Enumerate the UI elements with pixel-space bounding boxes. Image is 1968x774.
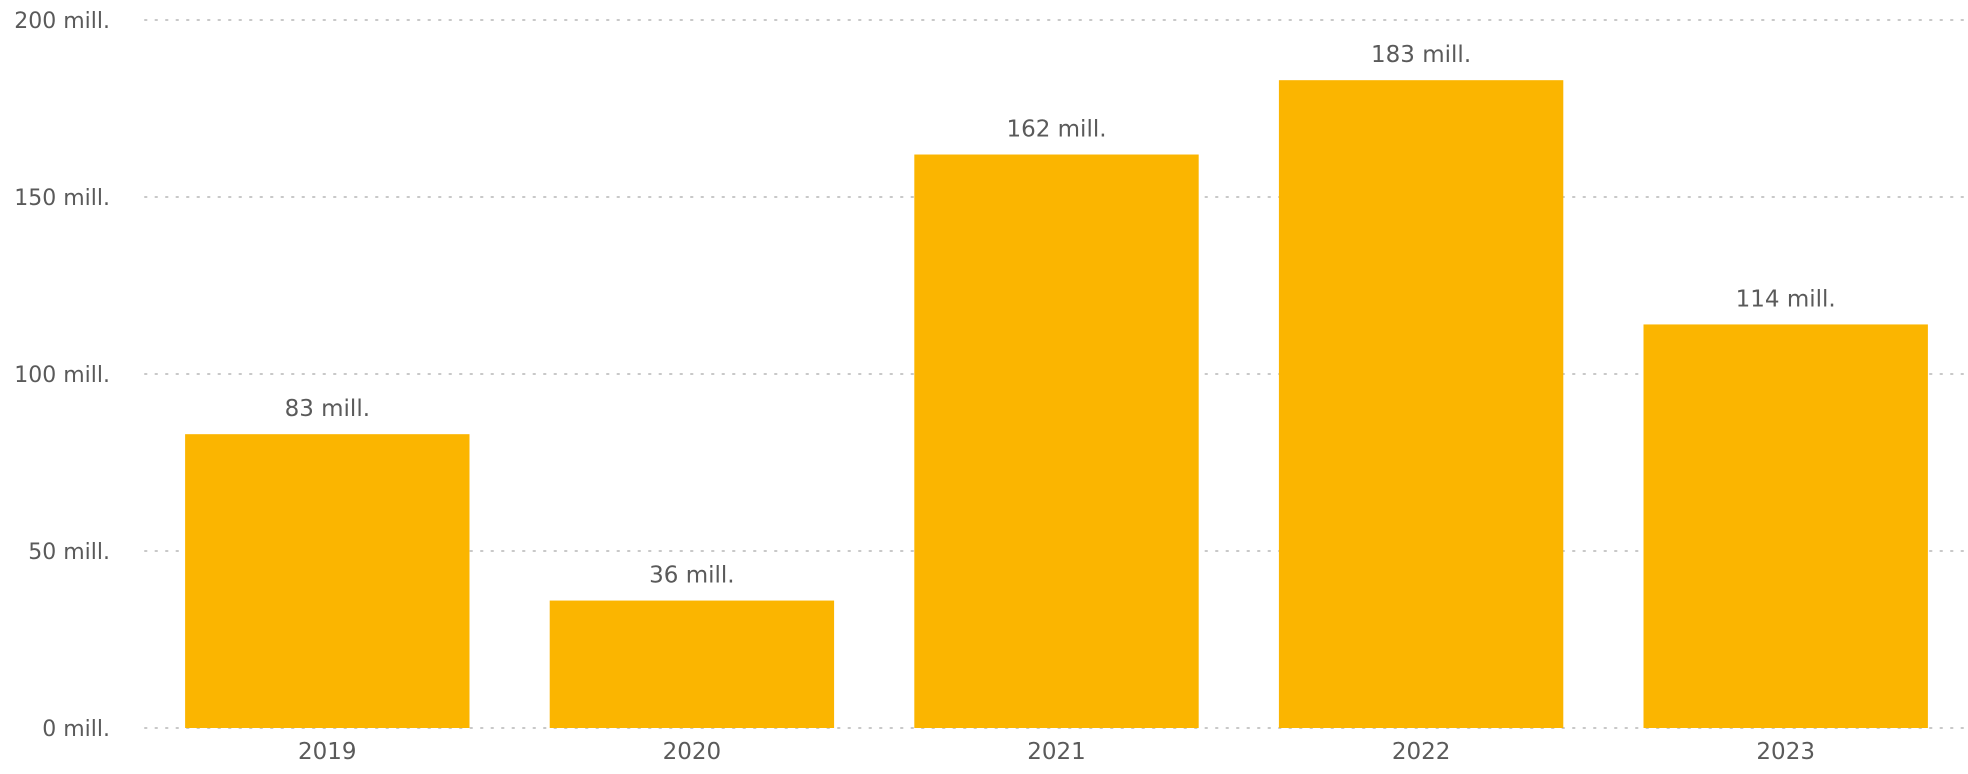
data-label: 36 mill.: [649, 563, 734, 589]
x-tick-label: 2021: [1027, 739, 1086, 765]
bar-2019: [185, 434, 470, 728]
data-label: 83 mill.: [285, 396, 370, 422]
bars: [185, 80, 1928, 729]
y-tick-label: 100 mill.: [14, 363, 110, 388]
y-tick-label: 50 mill.: [28, 540, 110, 565]
data-label: 183 mill.: [1371, 42, 1471, 68]
bar-2023: [1643, 324, 1928, 728]
x-tick-label: 2020: [663, 739, 722, 765]
y-tick-label: 200 mill.: [14, 9, 110, 34]
data-labels: 83 mill. 36 mill. 162 mill. 183 mill. 114 mi…: [285, 42, 1836, 588]
x-tick-label: 2019: [298, 739, 357, 765]
x-axis-tick-labels: 2019 2020 2021 2022 2023: [298, 739, 1815, 765]
data-label: 162 mill.: [1006, 117, 1106, 143]
data-label: 114 mill.: [1736, 286, 1836, 312]
bar-2020: [549, 600, 835, 728]
bar-2021: [914, 154, 1199, 728]
y-tick-label: 0 mill.: [42, 717, 110, 742]
x-tick-label: 2023: [1756, 739, 1815, 765]
y-tick-label: 150 mill.: [14, 186, 110, 211]
x-tick-label: 2022: [1392, 739, 1451, 765]
bar-2022: [1278, 80, 1564, 729]
y-axis-tick-labels: 0 mill. 50 mill. 100 mill. 150 mill. 200 mil…: [14, 9, 110, 742]
